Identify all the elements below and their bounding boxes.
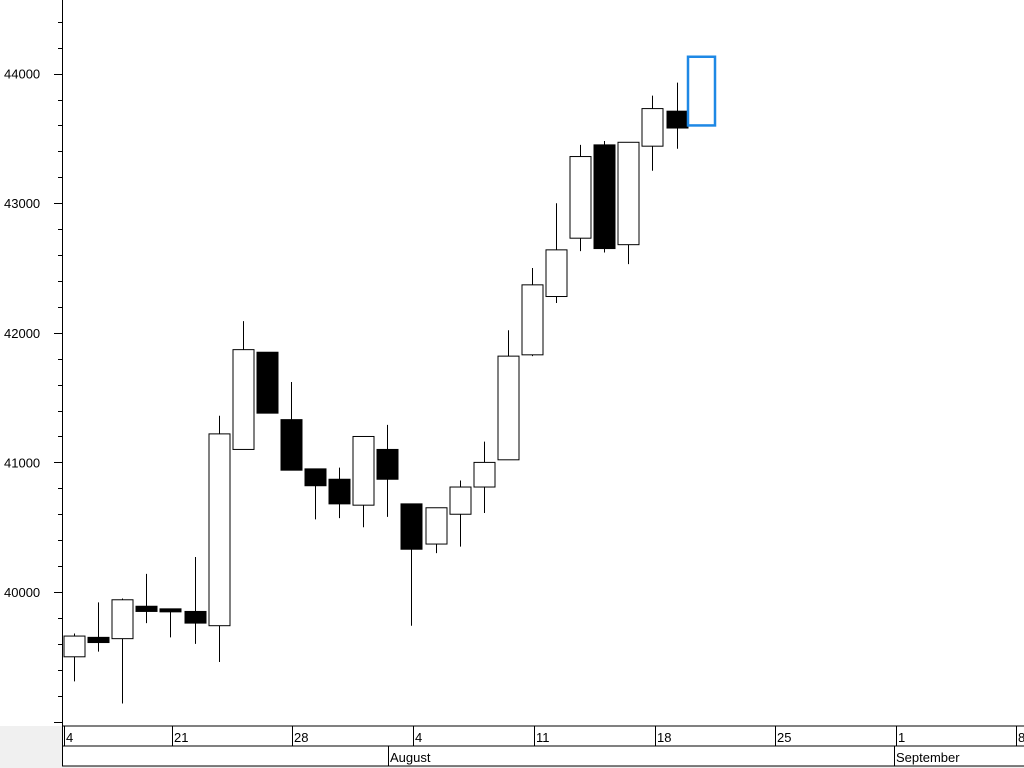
candle-body-up — [449, 486, 472, 515]
candle-body-up — [208, 433, 231, 627]
y-tick-label: 43000 — [4, 196, 40, 211]
candle — [256, 351, 279, 414]
candles-group — [63, 82, 689, 704]
candle — [666, 82, 689, 149]
candle — [473, 441, 496, 513]
candle-body-up — [63, 635, 86, 658]
candle-body-up — [617, 141, 640, 246]
candle-body-up — [111, 599, 134, 640]
candle — [449, 480, 472, 547]
candle — [593, 140, 616, 253]
highlight-group — [686, 55, 717, 127]
x-day-label: 21 — [174, 730, 188, 745]
candle-body-up — [545, 249, 568, 298]
candle-body-up — [641, 108, 664, 147]
candle — [135, 573, 158, 624]
candle — [376, 424, 399, 517]
candle — [304, 468, 327, 520]
candle-body-up — [497, 355, 520, 461]
candle — [400, 503, 423, 626]
x-month-label: September — [896, 750, 960, 765]
candle — [111, 598, 134, 704]
x-day-label: 4 — [415, 730, 422, 745]
candle-body-down — [256, 351, 279, 414]
x-day-label: 11 — [536, 730, 550, 745]
candle-body-down — [328, 478, 351, 505]
candle-body-down — [376, 448, 399, 480]
y-tick-label: 44000 — [4, 67, 40, 82]
x-day-label: 1 — [898, 730, 905, 745]
axis-band — [0, 725, 1024, 768]
highlight-box — [686, 55, 717, 127]
candle — [425, 507, 448, 554]
candle — [184, 557, 207, 644]
candle — [352, 435, 375, 528]
candle — [159, 608, 182, 638]
candle-body-down — [304, 468, 327, 487]
candle-body-up — [352, 435, 375, 506]
candle — [641, 95, 664, 171]
candle-body-up — [521, 284, 544, 356]
y-tick-label: 41000 — [4, 455, 40, 470]
candle — [617, 141, 640, 265]
x-day-label: 28 — [294, 730, 308, 745]
candle-body-down — [87, 636, 110, 644]
candle — [208, 415, 231, 662]
candle-body-down — [159, 608, 182, 613]
x-day-label: 25 — [777, 730, 791, 745]
y-tick-label: 40000 — [4, 585, 40, 600]
candle — [545, 203, 568, 303]
y-tick-label: 42000 — [4, 326, 40, 341]
candle — [87, 602, 110, 652]
y-axis: 40000 41000 42000 43000 44000 — [4, 0, 63, 766]
candle — [63, 633, 86, 682]
candle-body-up — [425, 507, 448, 545]
candle — [232, 321, 255, 450]
candle — [521, 268, 544, 357]
candle-body-down — [593, 144, 616, 250]
candle — [497, 330, 520, 461]
candle-body-down — [400, 503, 423, 550]
candle-body-down — [184, 610, 207, 624]
candle — [569, 144, 592, 252]
candle-body-down — [280, 419, 303, 471]
x-day-label: 8 — [1018, 730, 1024, 745]
candle — [328, 467, 351, 519]
candle-body-up — [473, 461, 496, 488]
x-month-label: August — [390, 750, 431, 765]
candle-body-down — [666, 110, 689, 129]
candle-body-up — [232, 349, 255, 450]
candle — [280, 382, 303, 471]
x-day-label: 18 — [657, 730, 671, 745]
candle-body-down — [135, 605, 158, 612]
candle-body-up — [569, 156, 592, 239]
x-day-label: 4 — [66, 730, 73, 745]
